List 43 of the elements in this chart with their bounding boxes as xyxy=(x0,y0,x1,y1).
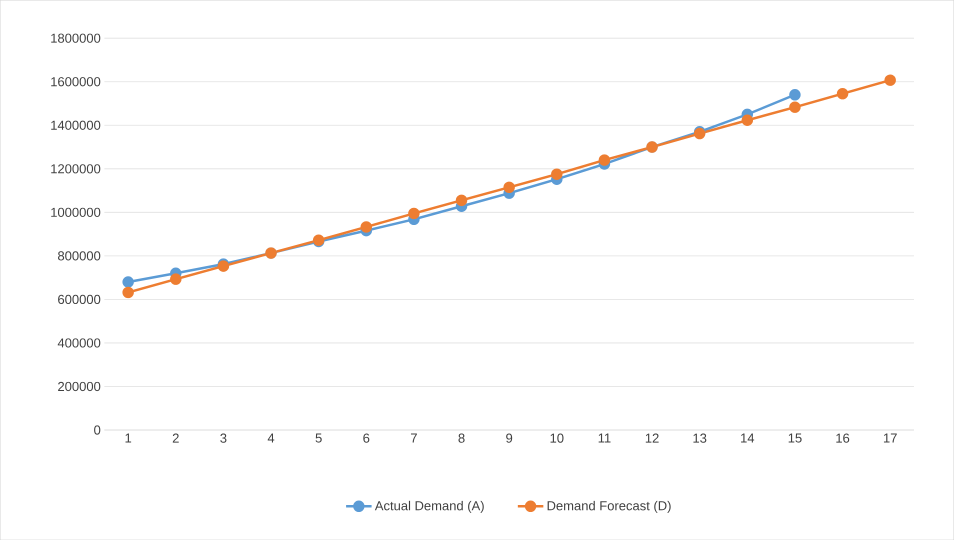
x-tick-label: 15 xyxy=(788,433,802,443)
y-tick-label: 1400000 xyxy=(51,120,100,130)
y-tick-label: 400000 xyxy=(58,338,100,348)
point xyxy=(836,88,848,100)
point xyxy=(122,276,134,288)
point xyxy=(551,168,563,180)
x-tick-label: 12 xyxy=(646,433,659,443)
point xyxy=(122,286,134,298)
point xyxy=(884,74,896,86)
legend-label: Demand Forecast (D) xyxy=(548,500,671,513)
y-tick-label: 600000 xyxy=(58,294,100,304)
point xyxy=(170,273,182,285)
y-tick-label: 800000 xyxy=(58,251,100,260)
point xyxy=(789,88,801,100)
legend-label: Actual Demand (A) xyxy=(374,500,484,513)
x-tick-label: 10 xyxy=(550,433,564,443)
point xyxy=(456,194,468,206)
y-tick-label: 200000 xyxy=(58,382,100,391)
y-tick-label: 1200000 xyxy=(51,164,100,174)
point xyxy=(360,221,372,233)
x-tick-label: 2 xyxy=(172,433,179,443)
x-tick-label: 13 xyxy=(693,433,706,443)
x-tick-label: 1 xyxy=(126,433,132,442)
x-tick-label: 5 xyxy=(316,433,322,443)
x-tick-label: 8 xyxy=(458,433,465,443)
x-tick-label: 9 xyxy=(506,433,512,443)
point xyxy=(789,101,801,113)
x-tick-label: 6 xyxy=(363,433,370,443)
y-tick-label: 1600000 xyxy=(51,77,100,86)
y-tick-label: 1800000 xyxy=(51,34,100,43)
y-tick-label: 1000000 xyxy=(51,208,100,217)
point xyxy=(503,181,515,193)
point xyxy=(408,208,420,220)
x-tick-label: 14 xyxy=(741,433,754,442)
x-tick-label: 3 xyxy=(220,433,226,443)
point xyxy=(742,114,754,126)
x-tick-label: 11 xyxy=(598,433,611,442)
y-tick-label: 0 xyxy=(94,425,100,435)
x-tick-label: 4 xyxy=(268,433,274,442)
x-tick-label: 17 xyxy=(884,433,897,442)
x-tick-label: 16 xyxy=(836,433,850,443)
x-tick-label: 7 xyxy=(410,433,417,442)
point xyxy=(598,154,610,166)
